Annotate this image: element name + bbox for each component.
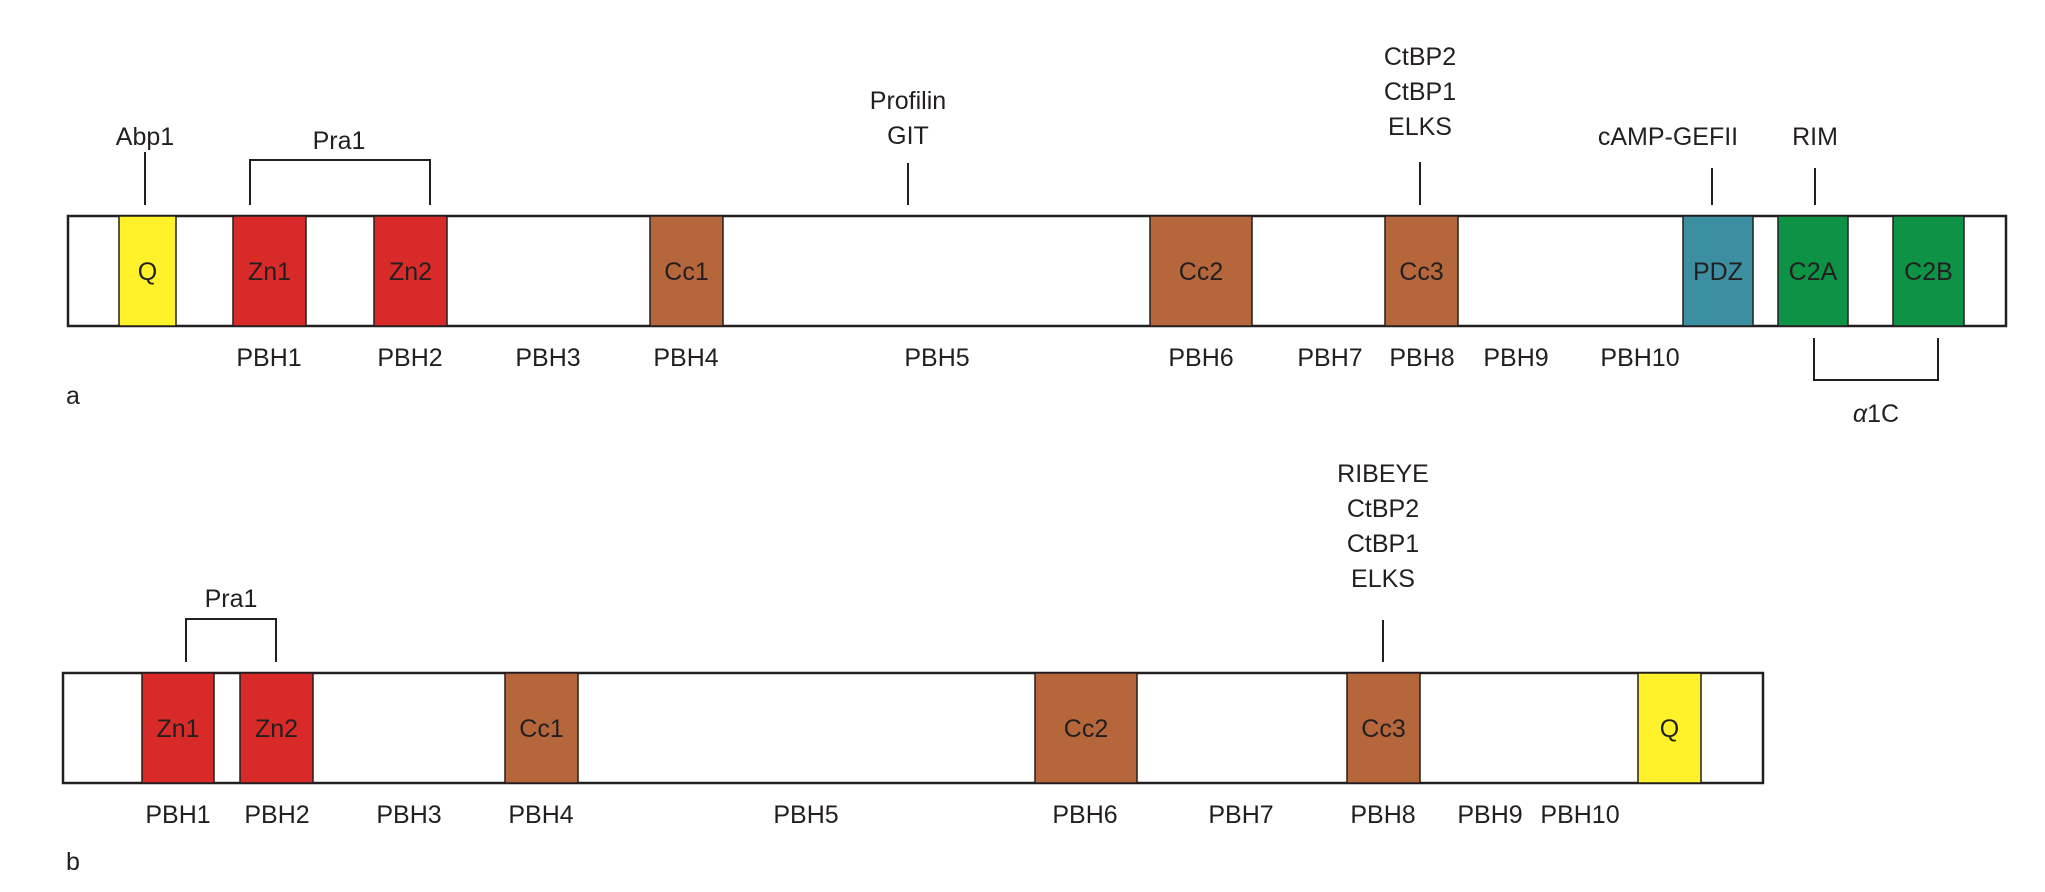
panel-b-ctbp1-label: CtBP1 [1347,530,1419,558]
panel-a-domain-cc2 [1149,215,1253,327]
panel-b-domain-cc2-label: Cc2 [1064,715,1108,743]
panel-b-ribeye-label: RIBEYE [1337,460,1429,488]
panel-a-domain-pdz [1682,215,1754,327]
panel-a-ctbp2-label: CtBP2 [1384,43,1456,71]
panel-b-region-pbh9: PBH9 [1457,801,1522,829]
panel-a-camp-gefii-label: cAMP-GEFII [1598,123,1738,151]
panel-b-region-pbh10: PBH10 [1540,801,1619,829]
panel-b-pra1-bracket [185,618,277,662]
panel-b-domain-cc3-label: Cc3 [1361,715,1405,743]
panel-b-domain-zn1-label: Zn1 [156,715,199,743]
panel-a-git-label: GIT [887,122,929,150]
panel-a-alpha-symbol: α [1853,400,1868,428]
panel-a-domain-c2a-label: C2A [1789,258,1838,286]
panel-b-domain-zn2-label: Zn2 [255,715,298,743]
panel-a-region-pbh8: PBH8 [1389,344,1454,372]
panel-a-domain-cc3 [1384,215,1459,327]
panel-b-domain-cc2 [1034,672,1138,784]
panel-b-region-pbh1: PBH1 [145,801,210,829]
panel-a-region-pbh3: PBH3 [515,344,580,372]
panel-a-region-pbh5: PBH5 [904,344,969,372]
panel-a-ctbp1-label: CtBP1 [1384,78,1456,106]
panel-a-region-pbh4: PBH4 [653,344,718,372]
panel-b-pra1-label: Pra1 [205,585,258,613]
panel-a-profilin-label: Profilin [870,87,946,115]
panel-a-region-pbh2: PBH2 [377,344,442,372]
panel-b-domain-q [1637,672,1702,784]
panel-b-elks-label: ELKS [1351,565,1415,593]
panel-b-domain-zn2 [239,672,314,784]
panel-a-label: a [66,382,80,410]
panel-b-label: b [66,848,80,876]
panel-a-pra1-bracket [249,159,431,205]
panel-a-abp1-label: Abp1 [116,123,174,151]
panel-a-region-pbh7: PBH7 [1297,344,1362,372]
panel-a-rim-label: RIM [1792,123,1838,151]
panel-a-domain-c2b [1892,215,1965,327]
panel-a-domain-q [118,215,177,327]
panel-a-region-pbh9: PBH9 [1483,344,1548,372]
panel-b-region-pbh4: PBH4 [508,801,573,829]
panel-a-region-pbh1: PBH1 [236,344,301,372]
panel-b: Zn1 Zn2 Cc1 Cc2 Cc3 Q PBH1 PBH2 PBH3 PBH… [61,460,1765,876]
panel-a-elks-label: ELKS [1388,113,1452,141]
panel-a-domain-cc1 [649,215,724,327]
panel-a: Q Zn1 Zn2 Cc1 Cc2 Cc3 PDZ C2A C2B PBH1 P… [66,43,2008,428]
panel-a-domain-q-label: Q [138,258,157,286]
panel-b-region-pbh2: PBH2 [244,801,309,829]
panel-b-region-pbh5: PBH5 [773,801,838,829]
panel-b-region-pbh8: PBH8 [1350,801,1415,829]
panel-a-domain-cc1-label: Cc1 [664,258,708,286]
panel-b-domain-cc1-label: Cc1 [519,715,563,743]
panel-a-alpha1c-bracket [1813,338,1939,381]
panel-b-protein-bar [61,671,1765,785]
panel-a-domain-c2a [1777,215,1849,327]
panel-b-region-pbh7: PBH7 [1208,801,1273,829]
panel-a-alpha1c-suffix: 1C [1867,400,1899,428]
panel-a-region-pbh6: PBH6 [1168,344,1233,372]
panel-b-ctbp2-label: CtBP2 [1347,495,1419,523]
panel-a-alpha1c-label: α1C [1853,400,1899,428]
panel-a-region-pbh10: PBH10 [1600,344,1679,372]
panel-a-domain-zn1-label: Zn1 [248,258,291,286]
panel-b-domain-q-label: Q [1660,715,1679,743]
panel-b-region-pbh6: PBH6 [1052,801,1117,829]
panel-a-domain-cc3-label: Cc3 [1399,258,1443,286]
panel-a-domain-zn1 [232,215,307,327]
panel-a-domain-zn2-label: Zn2 [389,258,432,286]
panel-b-region-pbh3: PBH3 [376,801,441,829]
panel-b-domain-cc3 [1346,672,1421,784]
panel-b-domain-zn1 [141,672,215,784]
panel-a-domain-cc2-label: Cc2 [1179,258,1223,286]
panel-a-domain-zn2 [373,215,448,327]
panel-a-pra1-label: Pra1 [313,127,366,155]
panel-a-domain-c2b-label: C2B [1904,258,1953,286]
panel-b-domain-cc1 [504,672,579,784]
panel-a-domain-pdz-label: PDZ [1693,258,1743,286]
